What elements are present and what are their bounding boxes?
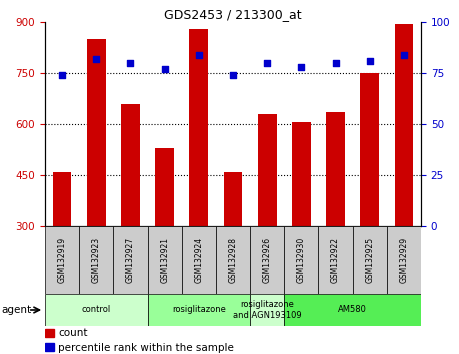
Bar	[216, 226, 250, 294]
Bar	[387, 226, 421, 294]
Point	[93, 56, 100, 62]
Text: GSM132926: GSM132926	[263, 237, 272, 283]
Text: rosiglitazone
and AGN193109: rosiglitazone and AGN193109	[233, 300, 302, 320]
Bar	[284, 226, 319, 294]
Bar	[121, 104, 140, 226]
Text: GSM132921: GSM132921	[160, 237, 169, 283]
Bar	[394, 24, 413, 226]
Point	[400, 52, 408, 57]
Bar	[147, 226, 182, 294]
Bar	[182, 226, 216, 294]
Point	[298, 64, 305, 70]
Bar	[360, 73, 379, 226]
Text: count: count	[58, 328, 88, 338]
Point	[161, 66, 168, 72]
Bar	[326, 112, 345, 226]
Title: GDS2453 / 213300_at: GDS2453 / 213300_at	[164, 8, 302, 21]
Point	[58, 72, 66, 78]
Text: GSM132930: GSM132930	[297, 237, 306, 283]
Bar	[79, 226, 113, 294]
Bar	[45, 343, 55, 351]
Text: GSM132919: GSM132919	[57, 237, 67, 283]
Text: GSM132927: GSM132927	[126, 237, 135, 283]
Bar	[147, 294, 250, 326]
Bar	[113, 226, 147, 294]
Bar	[319, 226, 353, 294]
Bar	[250, 294, 284, 326]
Point	[195, 52, 202, 57]
Bar	[284, 294, 421, 326]
Point	[263, 60, 271, 65]
Bar	[45, 294, 147, 326]
Point	[366, 58, 374, 64]
Point	[127, 60, 134, 65]
Text: GSM132928: GSM132928	[229, 237, 237, 283]
Text: GSM132925: GSM132925	[365, 237, 374, 283]
Bar	[258, 114, 277, 226]
Text: GSM132923: GSM132923	[92, 237, 101, 283]
Point	[332, 60, 339, 65]
Text: control: control	[82, 306, 111, 314]
Bar	[292, 122, 311, 226]
Bar	[353, 226, 387, 294]
Text: agent: agent	[1, 305, 31, 315]
Bar	[45, 329, 55, 337]
Text: GSM132929: GSM132929	[399, 237, 409, 283]
Bar	[53, 172, 72, 226]
Point	[230, 72, 237, 78]
Bar	[45, 226, 79, 294]
Text: GSM132924: GSM132924	[194, 237, 203, 283]
Bar	[224, 172, 242, 226]
Bar	[250, 226, 284, 294]
Text: rosiglitazone: rosiglitazone	[172, 306, 226, 314]
Bar	[155, 148, 174, 226]
Bar	[87, 39, 106, 226]
Bar	[190, 29, 208, 226]
Text: GSM132922: GSM132922	[331, 237, 340, 283]
Text: percentile rank within the sample: percentile rank within the sample	[58, 343, 234, 353]
Text: AM580: AM580	[338, 306, 367, 314]
